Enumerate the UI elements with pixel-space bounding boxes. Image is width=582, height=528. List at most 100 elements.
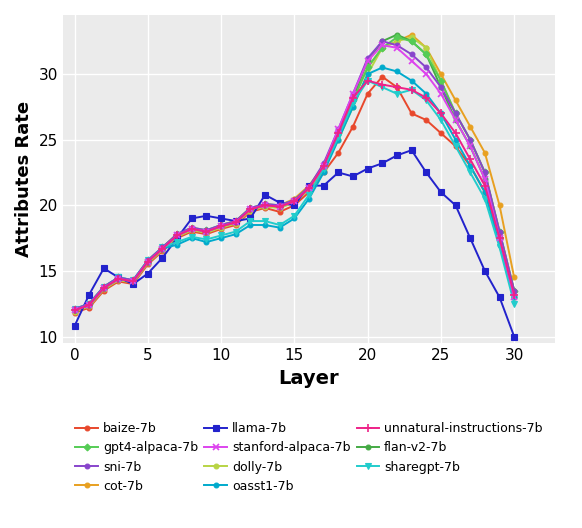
cot-7b: [247, 205, 254, 211]
llama-7b: [173, 235, 180, 241]
unnatural-instructions-7b: [306, 185, 313, 192]
oasst1-7b: [364, 71, 371, 77]
gpt4-alpaca-7b: [423, 51, 430, 58]
unnatural-instructions-7b: [188, 226, 195, 232]
dolly-7b: [276, 205, 283, 211]
dolly-7b: [496, 229, 503, 235]
sni-7b: [393, 42, 400, 49]
sharegpt-7b: [247, 218, 254, 224]
unnatural-instructions-7b: [349, 95, 356, 101]
stanford-alpaca-7b: [203, 229, 210, 235]
baize-7b: [130, 281, 137, 287]
sni-7b: [481, 169, 488, 176]
unnatural-instructions-7b: [115, 276, 122, 282]
cot-7b: [173, 231, 180, 238]
Line: unnatural-instructions-7b: unnatural-instructions-7b: [70, 77, 519, 315]
cot-7b: [261, 202, 268, 209]
sharegpt-7b: [496, 244, 503, 250]
dolly-7b: [467, 137, 474, 143]
oasst1-7b: [481, 189, 488, 195]
gpt4-alpaca-7b: [481, 169, 488, 176]
stanford-alpaca-7b: [276, 203, 283, 210]
stanford-alpaca-7b: [291, 198, 298, 204]
cot-7b: [100, 284, 107, 290]
stanford-alpaca-7b: [86, 302, 93, 308]
sharegpt-7b: [335, 134, 342, 140]
oasst1-7b: [393, 68, 400, 74]
sni-7b: [349, 91, 356, 97]
oasst1-7b: [159, 246, 166, 252]
oasst1-7b: [203, 239, 210, 245]
gpt4-alpaca-7b: [452, 110, 459, 117]
baize-7b: [247, 209, 254, 215]
baize-7b: [510, 287, 517, 294]
baize-7b: [320, 169, 327, 176]
cot-7b: [130, 278, 137, 285]
unnatural-instructions-7b: [481, 183, 488, 189]
stanford-alpaca-7b: [364, 58, 371, 64]
dolly-7b: [247, 208, 254, 214]
flan-v2-7b: [364, 58, 371, 64]
Line: stanford-alpaca-7b: stanford-alpaca-7b: [71, 42, 517, 314]
sharegpt-7b: [510, 300, 517, 307]
unnatural-instructions-7b: [510, 291, 517, 298]
flan-v2-7b: [306, 185, 313, 192]
gpt4-alpaca-7b: [173, 231, 180, 238]
sharegpt-7b: [188, 234, 195, 240]
flan-v2-7b: [393, 32, 400, 38]
sni-7b: [261, 201, 268, 207]
dolly-7b: [115, 277, 122, 284]
unnatural-instructions-7b: [276, 203, 283, 210]
sharegpt-7b: [467, 169, 474, 176]
llama-7b: [188, 215, 195, 222]
llama-7b: [203, 213, 210, 219]
oasst1-7b: [306, 195, 313, 202]
oasst1-7b: [349, 103, 356, 110]
baize-7b: [291, 202, 298, 209]
dolly-7b: [188, 227, 195, 233]
sharegpt-7b: [173, 239, 180, 245]
oasst1-7b: [232, 231, 239, 238]
oasst1-7b: [423, 91, 430, 97]
Line: sni-7b: sni-7b: [72, 39, 517, 312]
flan-v2-7b: [481, 176, 488, 182]
sni-7b: [100, 284, 107, 290]
cot-7b: [232, 218, 239, 224]
llama-7b: [393, 152, 400, 158]
oasst1-7b: [173, 241, 180, 248]
oasst1-7b: [408, 78, 415, 84]
gpt4-alpaca-7b: [364, 64, 371, 71]
dolly-7b: [349, 103, 356, 110]
X-axis label: Layer: Layer: [279, 369, 339, 388]
baize-7b: [276, 209, 283, 215]
gpt4-alpaca-7b: [130, 277, 137, 284]
unnatural-instructions-7b: [159, 246, 166, 252]
oasst1-7b: [218, 235, 225, 241]
baize-7b: [100, 287, 107, 294]
llama-7b: [247, 215, 254, 222]
cot-7b: [393, 38, 400, 44]
sni-7b: [203, 227, 210, 233]
flan-v2-7b: [247, 206, 254, 212]
stanford-alpaca-7b: [115, 276, 122, 282]
oasst1-7b: [86, 302, 93, 308]
flan-v2-7b: [188, 226, 195, 232]
flan-v2-7b: [218, 223, 225, 230]
unnatural-instructions-7b: [144, 259, 151, 265]
sni-7b: [130, 277, 137, 284]
gpt4-alpaca-7b: [379, 45, 386, 51]
llama-7b: [291, 202, 298, 209]
dolly-7b: [291, 200, 298, 206]
sni-7b: [379, 38, 386, 44]
sharegpt-7b: [306, 192, 313, 198]
flan-v2-7b: [86, 302, 93, 308]
dolly-7b: [144, 260, 151, 266]
gpt4-alpaca-7b: [232, 218, 239, 224]
sharegpt-7b: [203, 236, 210, 242]
gpt4-alpaca-7b: [496, 229, 503, 235]
llama-7b: [261, 192, 268, 198]
baize-7b: [71, 310, 78, 316]
llama-7b: [232, 218, 239, 224]
dolly-7b: [438, 78, 445, 84]
gpt4-alpaca-7b: [71, 306, 78, 312]
